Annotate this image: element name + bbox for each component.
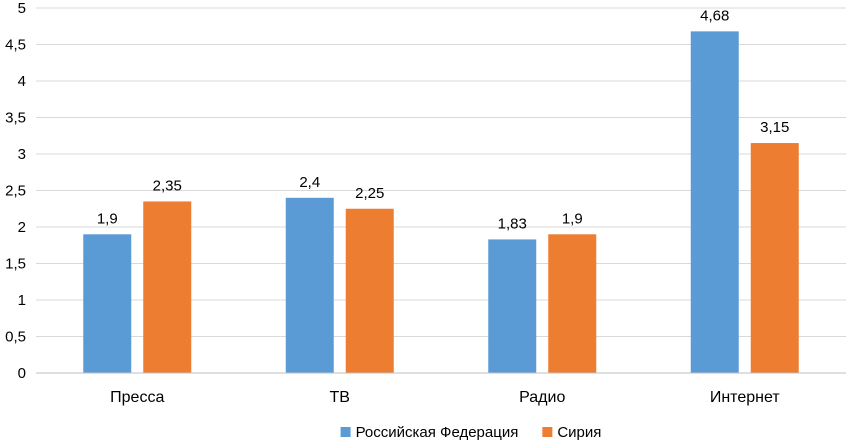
legend-swatch <box>542 427 553 437</box>
bar <box>750 143 799 373</box>
y-tick-label: 4,5 <box>5 37 26 54</box>
y-axis-ticks: 0 0,5 1 1,5 2 2,5 3 3,5 4 4,5 5 <box>5 0 26 382</box>
y-tick-label: 1 <box>18 292 26 309</box>
data-label: 4,68 <box>700 7 729 24</box>
data-labels: 1,9 2,35 2,4 2,25 1,83 1,9 4,68 3,15 <box>97 7 790 232</box>
y-tick-label: 4 <box>18 73 26 90</box>
y-tick-label: 3 <box>18 146 26 163</box>
x-axis-categories: Пресса ТВ Радио Интернет <box>110 389 780 406</box>
y-tick-label: 2 <box>18 219 26 236</box>
bar <box>285 197 334 373</box>
data-label: 2,4 <box>299 174 320 191</box>
bar <box>345 208 394 373</box>
y-tick-label: 2,5 <box>5 183 26 200</box>
y-tick-label: 0,5 <box>5 329 26 346</box>
legend: Российская Федерация Сирия <box>340 424 601 441</box>
data-label: 3,15 <box>760 119 789 136</box>
legend-label: Сирия <box>557 424 601 441</box>
bar <box>488 239 537 373</box>
bars <box>83 31 799 374</box>
x-tick-label: Пресса <box>110 389 164 406</box>
bar <box>83 234 132 373</box>
bar <box>690 31 739 374</box>
legend-label: Российская Федерация <box>356 424 519 441</box>
legend-swatch <box>340 427 351 437</box>
data-label: 1,83 <box>498 215 527 232</box>
x-tick-label: Интернет <box>710 389 780 406</box>
data-label: 2,35 <box>153 177 182 194</box>
x-tick-label: Радио <box>519 389 565 406</box>
bar <box>548 234 597 373</box>
data-label: 1,9 <box>97 210 118 227</box>
y-tick-label: 3,5 <box>5 110 26 127</box>
y-tick-label: 1,5 <box>5 256 26 273</box>
data-label: 2,25 <box>355 185 384 202</box>
x-tick-label: ТВ <box>330 389 350 406</box>
y-tick-label: 5 <box>18 0 26 17</box>
y-tick-label: 0 <box>18 365 26 382</box>
data-label: 1,9 <box>562 210 583 227</box>
bar <box>143 201 192 373</box>
